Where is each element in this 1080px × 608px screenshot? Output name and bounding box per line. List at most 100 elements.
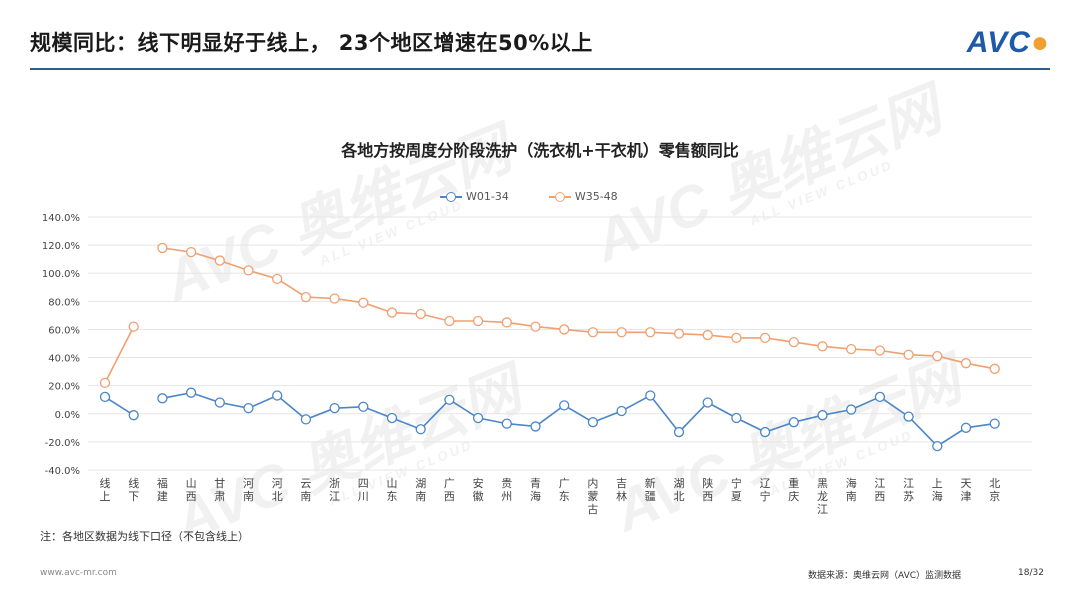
series-line-2: [162, 247, 995, 370]
data-point-2: [846, 343, 857, 355]
x-tick-label: 贵州: [501, 477, 512, 503]
y-tick-label: 20.0%: [48, 382, 80, 393]
x-tick-label: 黑龙江: [817, 477, 828, 516]
data-point-1: [530, 421, 541, 432]
series-line-2: [104, 326, 135, 384]
data-point-2: [731, 332, 742, 344]
data-point-1: [329, 403, 340, 414]
x-tick-label: 陕西: [702, 476, 713, 503]
data-point-2: [272, 273, 283, 284]
y-tick-label: -40.0%: [45, 466, 80, 477]
x-tick-label: 海南: [846, 476, 857, 503]
x-tick-label: 河北: [272, 477, 283, 503]
y-tick-label: 80.0%: [48, 297, 80, 308]
data-point-2: [616, 327, 627, 338]
footnote: 注：各地区数据为线下口径（不包含线上）: [40, 530, 249, 543]
data-point-1: [243, 403, 254, 414]
legend-label-series2: W35-48: [574, 190, 618, 203]
data-point-2: [702, 329, 713, 341]
x-tick-label: 福建: [157, 476, 168, 503]
x-tick-label: 广西: [444, 477, 455, 503]
data-point-2: [243, 265, 254, 276]
x-tick-label: 河南: [243, 477, 254, 503]
x-tick-label: 四川: [358, 477, 369, 503]
x-tick-label: 线下: [128, 476, 139, 503]
data-point-2: [386, 307, 398, 318]
x-tick-label: 甘肃: [214, 477, 225, 503]
x-tick-label: 江苏: [903, 477, 914, 503]
data-point-2: [587, 327, 599, 338]
y-tick-label: 100.0%: [42, 269, 80, 280]
y-tick-label: -20.0%: [45, 438, 80, 449]
series-line-1: [162, 391, 995, 448]
data-point-2: [559, 324, 570, 335]
data-point-1: [128, 410, 139, 421]
data-point-1: [731, 412, 742, 424]
data-point-2: [903, 349, 914, 360]
chart-legend: W01-34 W35-48: [440, 190, 618, 203]
data-point-2: [329, 293, 340, 304]
data-point-1: [616, 405, 627, 417]
data-point-2: [415, 308, 426, 320]
data-point-1: [932, 440, 943, 452]
x-tick-label: 吉林: [616, 477, 627, 503]
data-point-1: [444, 394, 455, 405]
x-tick-label: 重庆: [788, 476, 799, 503]
data-point-2: [645, 327, 656, 338]
data-point-2: [788, 336, 799, 348]
header-divider: [30, 68, 1050, 70]
legend-item-series1: W01-34: [440, 190, 509, 203]
data-point-2: [673, 328, 685, 339]
data-point-1: [214, 397, 225, 408]
x-tick-label: 新疆: [645, 476, 656, 503]
legend-item-series2: W35-48: [548, 190, 618, 203]
data-point-1: [702, 397, 713, 408]
page-title: 规模同比：线下明显好于线上， 23个地区增速在50%以上: [30, 31, 593, 55]
x-tick-label: 湖北: [674, 477, 685, 503]
x-tick-label: 湖南: [415, 477, 426, 503]
data-point-2: [817, 341, 828, 352]
x-tick-label: 广东: [559, 477, 570, 503]
x-tick-label: 内蒙古: [587, 476, 598, 516]
x-tick-label: 青海: [530, 477, 541, 503]
data-point-1: [989, 418, 1000, 429]
x-tick-label: 线上: [100, 476, 111, 503]
data-point-2: [960, 358, 972, 369]
data-point-1: [645, 390, 656, 401]
data-point-2: [300, 291, 312, 303]
data-point-1: [300, 414, 312, 425]
y-tick-label: 120.0%: [42, 241, 80, 252]
x-tick-label: 浙江: [329, 477, 340, 503]
data-point-2: [759, 332, 771, 344]
data-point-1: [157, 393, 168, 404]
data-point-1: [874, 391, 886, 403]
x-tick-label: 宁夏: [731, 476, 742, 503]
x-tick-label: 安徽: [473, 476, 484, 503]
data-point-2: [99, 377, 111, 389]
data-point-1: [788, 417, 799, 428]
series-line-1: [104, 396, 135, 416]
data-point-1: [415, 424, 426, 435]
data-point-1: [472, 412, 484, 424]
legend-label-series1: W01-34: [466, 190, 509, 203]
data-point-1: [358, 401, 369, 412]
data-point-2: [358, 297, 369, 308]
data-point-2: [157, 242, 168, 254]
data-point-2: [128, 321, 139, 332]
legend-swatch-series2: [548, 191, 571, 202]
data-point-1: [559, 400, 570, 411]
data-point-1: [99, 391, 111, 403]
chart-title: 各地方按周度分阶段洗护（洗衣机+干衣机）零售额同比: [341, 141, 739, 160]
x-tick-label: 辽宁: [760, 477, 771, 503]
data-point-2: [874, 345, 886, 356]
data-point-2: [932, 350, 943, 362]
data-point-2: [214, 255, 225, 266]
x-tick-label: 云南: [300, 477, 311, 503]
y-tick-label: 0.0%: [55, 410, 80, 421]
x-tick-label: 上海: [932, 477, 943, 503]
data-point-2: [530, 321, 541, 332]
data-point-1: [846, 404, 857, 415]
data-point-2: [444, 315, 455, 327]
y-tick-label: 140.0%: [42, 213, 80, 224]
data-point-1: [386, 412, 398, 424]
